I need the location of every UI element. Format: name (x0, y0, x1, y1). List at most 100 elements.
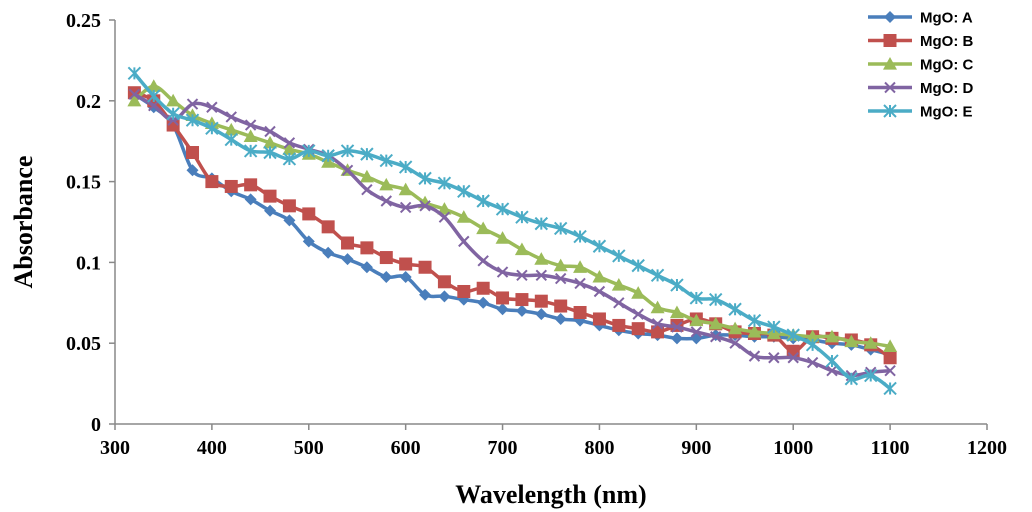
data-point (612, 318, 626, 332)
data-point (535, 269, 548, 282)
data-point (708, 316, 723, 330)
data-point (573, 260, 588, 273)
data-point (264, 125, 276, 138)
data-point (166, 118, 180, 132)
data-point (456, 210, 471, 223)
data-point (360, 241, 374, 255)
series-line (133, 72, 892, 390)
data-point (205, 175, 219, 189)
data-point (690, 326, 703, 338)
data-point (399, 270, 412, 283)
data-point (244, 119, 257, 131)
legend-item: MgO: C (868, 57, 973, 74)
data-point (437, 275, 451, 289)
data-point (186, 164, 199, 177)
data-point (747, 313, 762, 328)
data-point (631, 286, 646, 299)
data-point (748, 350, 761, 362)
data-point (438, 290, 451, 303)
data-point (379, 251, 393, 265)
legend-label: MgO: B (920, 33, 973, 50)
axes: 300 400 500 600 700 800 900 1000 1100 1200 00.050… (66, 10, 1007, 459)
data-point (359, 169, 374, 183)
series-line (133, 92, 891, 378)
data-point (322, 246, 335, 259)
data-point (243, 144, 258, 158)
x-tick-label: 400 (197, 437, 227, 459)
data-point (515, 304, 528, 317)
data-point (806, 356, 819, 369)
data-point (554, 272, 567, 285)
x-tick-label: 1100 (871, 437, 910, 459)
series-3 (127, 79, 898, 353)
data-point (476, 221, 491, 235)
data-point (321, 149, 335, 163)
data-point (398, 160, 413, 174)
data-point (651, 325, 665, 339)
data-point (631, 258, 645, 273)
data-point (476, 194, 490, 208)
data-point (593, 285, 606, 298)
data-point (863, 336, 878, 349)
series-line (133, 84, 891, 349)
data-point (514, 242, 529, 256)
legend-marker (883, 104, 897, 118)
data-point (768, 352, 780, 364)
data-point (283, 137, 296, 149)
data-point (224, 132, 238, 147)
legend-item: MgO: A (868, 10, 973, 27)
data-point (709, 292, 723, 307)
y-tick-label: 0.25 (66, 10, 101, 32)
data-point (883, 339, 898, 353)
data-point (632, 308, 644, 320)
data-point (379, 177, 394, 191)
data-point (282, 142, 297, 155)
data-point (244, 193, 257, 206)
data-point (206, 101, 218, 113)
data-point (535, 308, 548, 321)
y-tick-label: 0 (91, 414, 101, 436)
y-axis-title: Absorbance (9, 156, 38, 289)
data-point (361, 183, 373, 196)
legend-item: MgO: E (868, 104, 973, 121)
data-point (147, 89, 161, 103)
data-point (515, 210, 529, 224)
data-point (127, 93, 142, 107)
data-point (574, 277, 586, 290)
data-point (554, 299, 568, 313)
data-point (844, 372, 859, 386)
data-point (263, 189, 277, 203)
y-tick-label: 0.05 (66, 333, 101, 355)
data-point (379, 153, 393, 168)
data-point (534, 252, 549, 265)
data-point (516, 269, 528, 282)
data-point (185, 113, 200, 127)
data-point (883, 381, 897, 396)
legend-item: MgO: B (868, 33, 973, 50)
data-point (805, 338, 820, 352)
data-point (553, 258, 568, 272)
data-point (458, 235, 470, 248)
data-point (651, 318, 664, 330)
data-point (728, 321, 743, 335)
data-point (883, 351, 897, 365)
data-point (380, 195, 392, 207)
data-point (243, 129, 258, 142)
data-point (864, 368, 878, 383)
data-point (263, 145, 277, 160)
data-point (380, 270, 393, 283)
legend-marker (883, 34, 897, 47)
data-point (282, 152, 297, 166)
data-point (573, 229, 587, 244)
x-tick-label: 500 (294, 437, 324, 459)
data-point (844, 334, 859, 348)
legend-label: MgO: D (920, 80, 973, 97)
data-point (553, 221, 568, 236)
data-point (592, 312, 606, 326)
x-axis-title: Wavelength (nm) (455, 480, 646, 509)
data-point (302, 144, 316, 158)
data-point (747, 324, 762, 338)
legend-marker (884, 11, 896, 23)
x-ticks: 300 400 500 600 700 800 900 1000 1100 1200 (100, 424, 1007, 459)
